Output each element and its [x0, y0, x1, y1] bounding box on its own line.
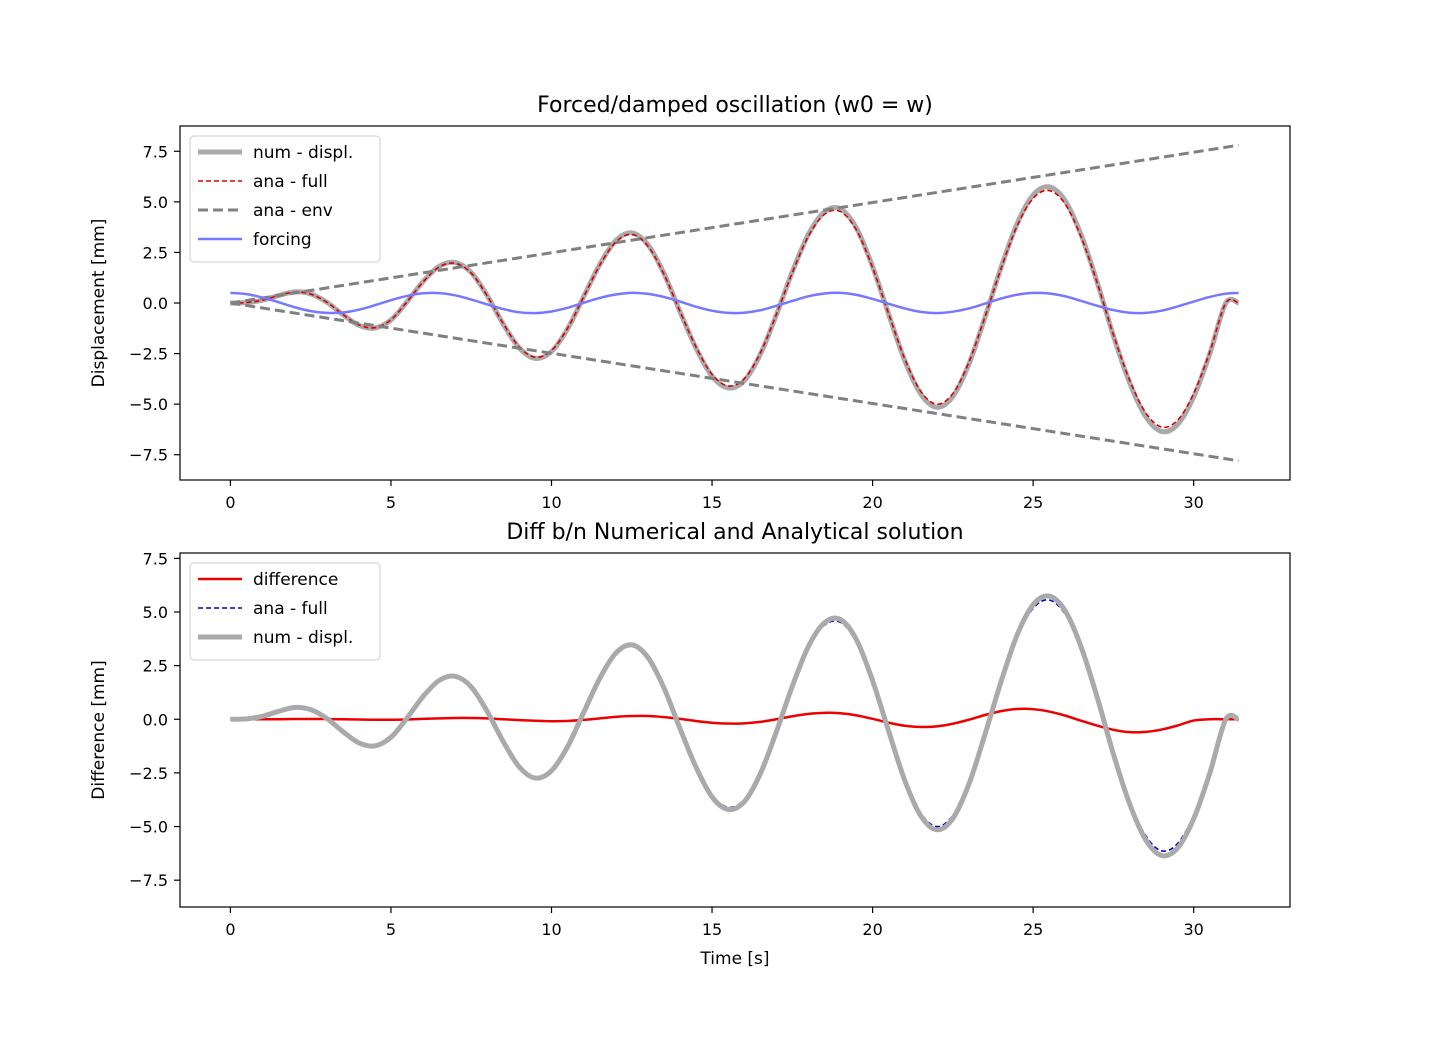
y-tick-label: −5.0: [129, 395, 168, 414]
y-tick-label: −7.5: [129, 446, 168, 465]
y-tick-label: 5.0: [143, 603, 168, 622]
y-tick-label: −2.5: [129, 345, 168, 364]
x-tick-label: 0: [225, 493, 235, 512]
x-tick-label: 15: [702, 920, 722, 939]
legend-label: difference: [253, 570, 338, 590]
legend-label: ana - full: [253, 172, 328, 192]
y-tick-label: 2.5: [143, 657, 168, 676]
series-line-envelope-lower: [230, 301, 1239, 463]
y-tick-label: 0.0: [143, 710, 168, 729]
series-line-1: [230, 599, 1239, 852]
series-line-envelope-upper: [230, 143, 1239, 305]
legend: num - displ. ana - full ana - env forcing: [189, 135, 381, 263]
legend-box: [189, 135, 381, 263]
x-tick-label: 10: [541, 493, 561, 512]
legend-label: ana - env: [253, 201, 333, 221]
series-group: [230, 143, 1240, 463]
legend-label: ana - full: [253, 599, 328, 619]
legend-label: num - displ.: [253, 628, 353, 648]
y-tick-label: 0.0: [143, 294, 168, 313]
x-axis-label: Time [s]: [699, 949, 769, 969]
y-tick-label: 5.0: [143, 193, 168, 212]
series-line-1: [230, 189, 1239, 429]
x-tick-label: 30: [1183, 493, 1203, 512]
series-group: [230, 593, 1240, 859]
y-tick-label: 7.5: [143, 549, 168, 568]
x-tick-label: 20: [862, 920, 882, 939]
legend-label: forcing: [253, 230, 312, 250]
y-tick-label: −2.5: [129, 764, 168, 783]
series-line-3: [230, 291, 1239, 315]
chart-title: Diff b/n Numerical and Analytical soluti…: [506, 520, 963, 545]
x-tick-label: 10: [541, 920, 561, 939]
x-tick-label: 5: [386, 493, 396, 512]
y-axis-label: Displacement [mm]: [89, 219, 109, 388]
x-tick-label: 5: [386, 920, 396, 939]
series-line-0: [230, 707, 1239, 734]
y-tick-label: 7.5: [143, 142, 168, 161]
x-tick-label: 20: [862, 493, 882, 512]
x-tick-label: 15: [702, 493, 722, 512]
x-tick-label: 25: [1023, 920, 1043, 939]
legend: difference ana - full num - displ.: [189, 562, 381, 661]
y-axis-label: Difference [mm]: [89, 660, 109, 799]
chart-panel-1: Forced/damped oscillation (w0 = w) 0 5 10 15…: [89, 93, 1291, 512]
legend-label: num - displ.: [253, 143, 353, 163]
chart-title: Forced/damped oscillation (w0 = w): [537, 93, 933, 118]
chart-panel-2: Diff b/n Numerical and Analytical soluti…: [89, 520, 1291, 969]
y-tick-label: −7.5: [129, 871, 168, 890]
series-line-2: [230, 593, 1240, 859]
x-tick-label: 0: [225, 920, 235, 939]
axes-frame: [179, 552, 1291, 908]
y-tick-label: −5.0: [129, 818, 168, 837]
x-tick-label: 30: [1183, 920, 1203, 939]
y-tick-label: 2.5: [143, 243, 168, 262]
x-tick-label: 25: [1023, 493, 1043, 512]
